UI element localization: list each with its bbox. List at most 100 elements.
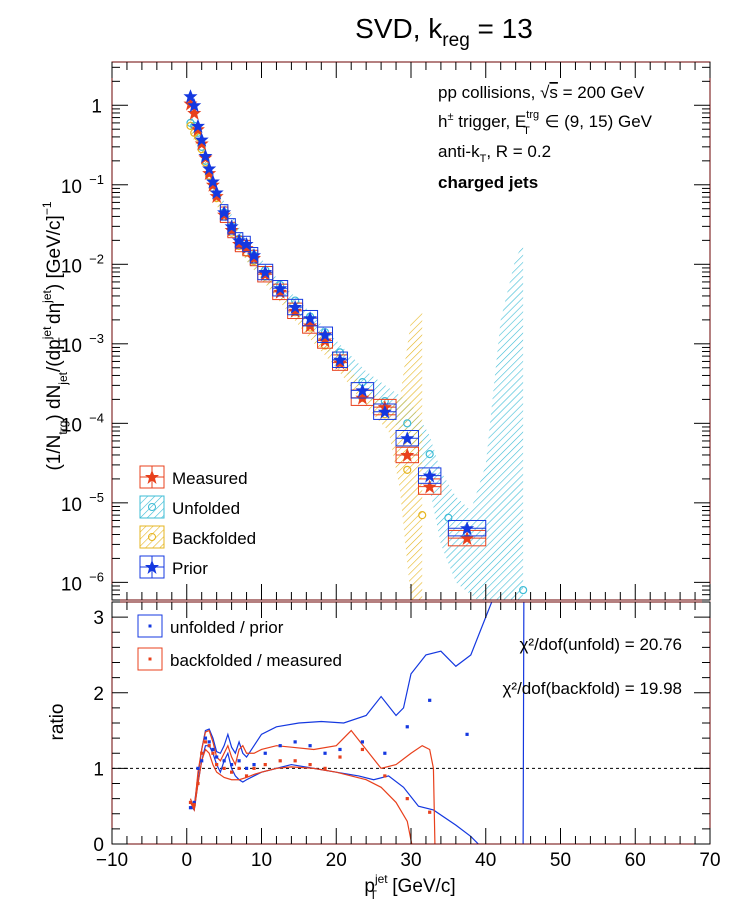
prior-point [303,311,318,326]
backfolded-measured-point [222,766,226,770]
measured-point [187,105,202,120]
top-y-tick-exponent: −6 [89,569,104,584]
legend-measured: Measured [139,465,248,489]
svg-text:unfolded / prior: unfolded / prior [170,618,284,637]
info-line-4: charged jets [438,173,538,192]
bottom-y-tick-label: 0 [93,835,104,856]
prior-point [202,161,217,176]
backfolded-point [418,511,427,520]
top-legend: Measured Unfolded Backfolded Prior [139,465,256,579]
top-y-tick-label: 10 [61,495,82,516]
backfolded-band [190,117,423,600]
top-y-tick-label: 1 [91,96,102,117]
top-y-tick-label: 10 [61,415,82,436]
chi2-unfold: χ²/dof(unfold) = 20.76 [520,635,683,654]
top-y-tick-exponent: −2 [89,251,104,266]
unfolded-prior-point [263,751,267,755]
measured-point [400,447,415,462]
measured-point [194,136,209,151]
legend-prior: Prior [139,555,208,579]
backfolded-measured-point [196,781,200,786]
bottom-x-tick-label: 60 [625,850,646,871]
unfolded-prior-point [222,759,226,763]
unfolded-prior-point [383,751,387,755]
backfolded-measured-point [405,797,409,801]
prior-point [318,327,333,342]
prior-point [209,185,224,200]
backfolded-measured-point [200,751,204,755]
prior-point [247,248,262,263]
backfolded-measured-upper [189,729,436,844]
prior-point [332,352,347,367]
bottom-x-tick-label: 30 [400,850,421,871]
legend-backfolded-measured: backfolded / measured [137,647,342,671]
backfolded-point [403,465,412,474]
top-uncertainty-bands [190,112,524,600]
unfolded-prior-point [211,747,215,752]
top-y-tick-label: 10 [61,336,82,357]
unfolded-prior-point [252,762,256,767]
unfolded-prior-point [278,744,282,748]
bottom-x-tick-label: 0 [181,850,192,871]
backfolded-measured-point [323,766,327,770]
bottom-y-tick-label: 2 [93,684,104,705]
prior-point [422,468,437,483]
backfolded-measured-point [360,747,365,752]
backfolded-measured-point [207,744,211,748]
top-y-tick-label: 10 [61,177,82,198]
prior-point [460,521,475,536]
unfolded-prior-point [203,736,208,740]
top-y-tick-exponent: −3 [89,331,104,346]
unfolded-prior-upper [190,602,493,808]
bottom-x-tick-label: 20 [326,850,347,871]
prior-point [194,132,209,147]
unfolded-prior-point [308,744,312,748]
info-text: pp collisions, √s = 200 GeV h± trigger, … [438,83,653,192]
unfolded-band [190,112,524,600]
unfolded-prior-point [196,766,200,770]
unfolded-prior-point [215,755,219,759]
unfolded-prior-point [360,740,365,744]
unfolded-prior-point [405,725,409,729]
chart-title: SVD, kreg = 13 [355,13,533,51]
ratio-data-marks [188,698,469,814]
legend-unfolded-prior: unfolded / prior [137,614,284,638]
svg-text:Prior: Prior [172,559,208,578]
svg-text:backfolded / measured: backfolded / measured [170,651,342,670]
bottom-y-tick-label: 3 [93,608,104,629]
measured-point [318,333,333,348]
backfolded-measured-point [188,800,193,805]
backfolded-measured-point [203,740,208,744]
prior-point [288,300,303,315]
backfolded-measured-point [244,774,249,778]
chi2-backfold: χ²/dof(backfold) = 19.98 [503,679,683,698]
bottom-x-tick-label: 10 [251,850,272,871]
backfolded-measured-point [237,766,241,770]
backfolded-measured-point [293,759,297,763]
unfolded-prior-point [465,732,469,736]
unfolded-prior-point [428,698,432,702]
ratio-axis-label: ratio [47,704,68,741]
measured-point [209,189,224,204]
prior-point [187,98,202,113]
bottom-y-tick-label: 1 [93,759,104,780]
prior-point [224,219,239,234]
legend-backfolded: Backfolded [139,525,256,549]
svg-text:Unfolded: Unfolded [172,499,240,518]
backfolded-measured-point [338,755,342,759]
measured-point [460,531,475,546]
top-x-ticks [111,62,711,600]
bottom-legend: unfolded / prior backfolded / measured [137,614,342,671]
top-y-tick-exponent: −1 [89,172,104,187]
top-y-ticks: 10 −6 10 −5 10 −4 10 −3 10 −2 10 −1 1 [61,66,710,601]
top-y-tick-exponent: −5 [89,490,104,505]
top-panel: 10 −6 10 −5 10 −4 10 −3 10 −2 10 −1 1 pp collisions,… [40,61,711,601]
prior-point [400,431,415,446]
top-data-marks [183,89,528,595]
backfolded-measured-point [192,803,196,807]
backfolded-measured-point [278,759,282,763]
prior-point [273,281,288,296]
prior-point [258,265,273,280]
